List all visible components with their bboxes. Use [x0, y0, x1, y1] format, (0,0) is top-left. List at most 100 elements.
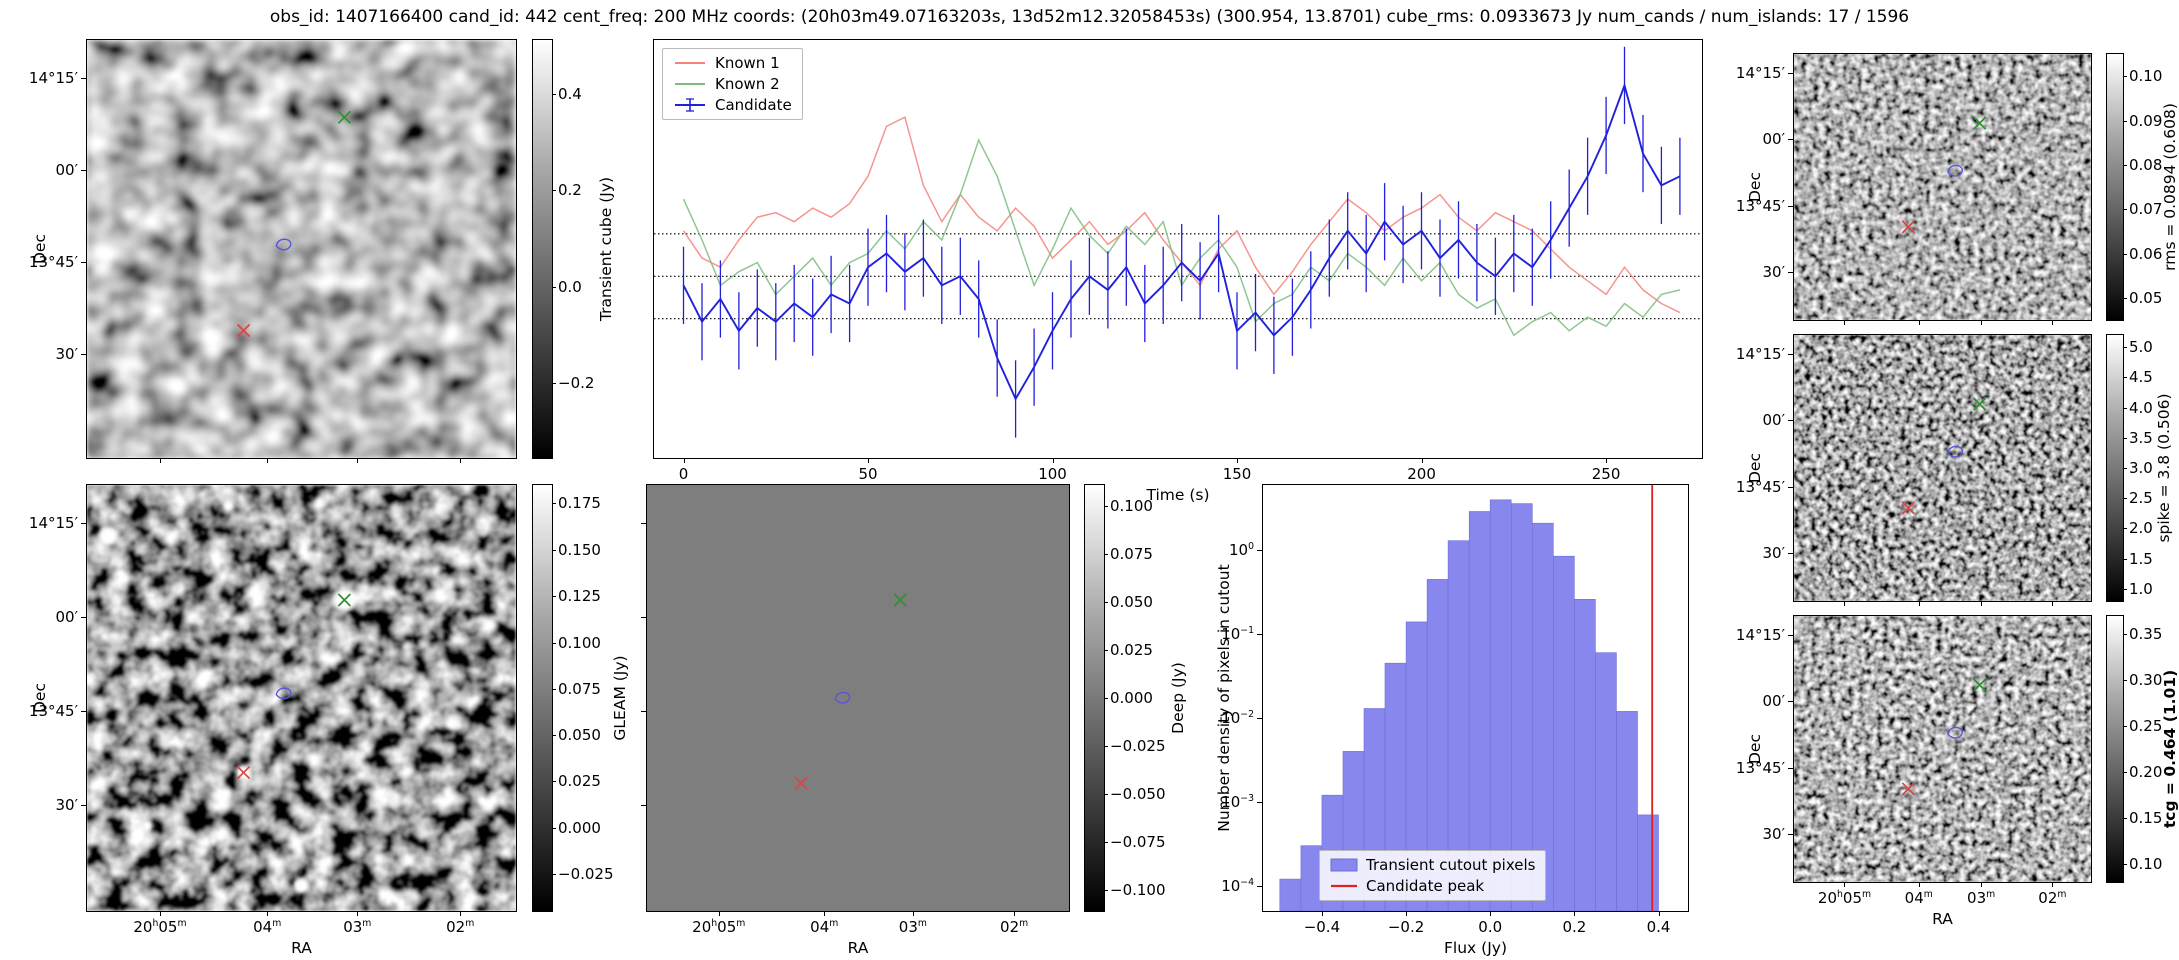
bright-source	[444, 716, 459, 731]
x-axis-label: RA	[1932, 910, 1953, 928]
x-tickmark	[1321, 911, 1323, 916]
x-tickmark	[683, 458, 685, 463]
colorbar-tickmark	[2123, 498, 2127, 500]
colorbar-tick-label: 0.25	[2129, 717, 2163, 736]
colorbar-label: tcg = 0.464 (1.01)	[2161, 669, 2179, 829]
y-tick-label: 00′	[55, 608, 79, 627]
colorbar-tickmark	[2123, 817, 2127, 819]
x-tickmark	[2052, 601, 2054, 606]
x-tick-label: 03m	[1967, 889, 1996, 907]
y-tick-label: 30′	[55, 795, 79, 814]
x-tick-label: 50	[858, 465, 878, 483]
colorbar-tick-label: 0.000	[1110, 689, 1153, 707]
y-tick-label: 10−4	[1221, 876, 1254, 895]
histogram-legend: Transient cutout pixels Candidate peak	[1319, 850, 1547, 901]
y-tick-label: 14°15′	[1735, 63, 1785, 82]
bright-source	[485, 620, 496, 631]
colorbar-tickmark	[2123, 589, 2127, 591]
colorbar-tickmark	[2123, 680, 2127, 682]
colorbar-tickmark	[552, 735, 556, 737]
colorbar-tick-label: −0.100	[1110, 880, 1166, 899]
y-tickmark	[641, 804, 646, 806]
lightcurve-plot	[654, 46, 1702, 438]
histogram-panel: −0.4 −0.2 0.0 0.2 0.4 100 10−1 10−2 10−3 10−4 Flux…	[1215, 484, 1689, 957]
x-marker	[794, 776, 808, 790]
x-tickmark	[1918, 882, 1920, 887]
x-tickmark	[1052, 458, 1054, 463]
x-tickmark	[1981, 601, 1983, 606]
deep-image-cutout-image	[647, 485, 1069, 911]
colorbar-tick-label: 0.050	[1110, 593, 1153, 612]
colorbar-tickmark	[1104, 793, 1108, 795]
x-tickmark	[1981, 882, 1983, 887]
bright-source	[141, 819, 154, 832]
rms-map-image	[1794, 54, 2091, 320]
y-tickmark	[1788, 553, 1793, 555]
y-tick-label: 13°45′	[28, 701, 78, 720]
histogram-plot	[1279, 485, 1659, 911]
x-marker	[1901, 220, 1915, 234]
y-tick-label: 13°45′	[1735, 196, 1785, 215]
legend-entry: Candidate	[673, 96, 792, 114]
colorbar-tickmark	[1104, 745, 1108, 747]
noise-background	[1794, 335, 2091, 601]
gleam-cutout-image	[87, 485, 516, 911]
tcg-map-panel: 20h05m 04m 03m 02m 14°15′ 00′ 13°45′ 30′ RA Dec	[1736, 615, 2092, 928]
sky-markers	[236, 593, 352, 780]
histogram-bar	[1637, 814, 1659, 911]
x-tick-label: 04m	[253, 918, 282, 936]
y-tickmark	[1788, 701, 1793, 703]
colorbar-tickmark	[552, 827, 556, 829]
x-tickmark	[267, 911, 269, 916]
x-marker	[1973, 678, 1987, 692]
y-tickmark	[641, 710, 646, 712]
y-tick-label: 10−3	[1221, 792, 1254, 811]
bright-source	[373, 854, 384, 865]
y-tickmark	[1788, 139, 1793, 141]
x-tickmark	[2052, 320, 2054, 325]
colorbar-tick-label: 0.20	[2129, 762, 2163, 781]
colorbar-tick-label: 2.5	[2129, 489, 2153, 508]
rms-map-panel: 14°15′ 00′ 13°45′ 30′ Dec	[1736, 53, 2092, 325]
histogram-bar	[1574, 599, 1596, 911]
x-tickmark	[912, 911, 914, 916]
colorbar-tick-label: 0.15	[2129, 808, 2163, 827]
y-tick-label: 14°15′	[1735, 625, 1785, 644]
x-tick-label: 04m	[810, 918, 839, 936]
spike-colorbar: 5.0 4.5 4.0 3.5 3.0 2.5 2.0 1.5 1.0 spike = 3.8 (…	[2106, 334, 2173, 602]
colorbar-tickmark	[552, 286, 556, 288]
colorbar-tickmark	[552, 781, 556, 783]
gleam-colorbar: 0.175 0.150 0.125 0.100 0.075 0.050 0.025 0.000…	[532, 484, 629, 912]
colorbar-tick-label: 5.0	[2129, 337, 2153, 356]
spike-map-panel: 14°15′ 00′ 13°45′ 30′ Dec	[1736, 334, 2092, 606]
colorbar-tick-label: −0.050	[1110, 784, 1166, 803]
x-tick-label: 02m	[1000, 918, 1029, 936]
y-tickmark	[1788, 72, 1793, 74]
colorbar-tick-label: 0.075	[1110, 545, 1153, 564]
x-marker	[337, 110, 352, 124]
colorbar-tickmark	[2123, 297, 2127, 299]
candidate-contour-marker	[1947, 726, 1963, 739]
noise-background	[87, 485, 516, 911]
colorbar-tickmark	[552, 596, 556, 598]
colorbar-tickmark	[552, 642, 556, 644]
colorbar-tickmark	[552, 382, 556, 384]
x-marker	[1901, 501, 1915, 515]
y-tickmark	[1788, 767, 1793, 769]
legend-entry: Candidate peak	[1330, 877, 1535, 895]
colorbar-tick-label: 4.5	[2129, 368, 2153, 387]
y-tickmark	[1788, 205, 1793, 207]
colorbar-tickmark	[2123, 634, 2127, 636]
colorbar-tick-label: 0.05	[2129, 288, 2163, 307]
colorbar-tick-label: 0.150	[558, 540, 601, 559]
y-tick-label: 30′	[1762, 544, 1786, 563]
noise-background	[1794, 54, 2091, 320]
sky-markers	[1901, 116, 1987, 234]
x-tick-label: 20h05m	[133, 918, 187, 936]
x-tickmark	[1981, 320, 1983, 325]
colorbar-tickmark	[2123, 209, 2127, 211]
bright-source	[293, 877, 310, 894]
y-tickmark	[641, 523, 646, 525]
noise-background	[1794, 616, 2091, 882]
